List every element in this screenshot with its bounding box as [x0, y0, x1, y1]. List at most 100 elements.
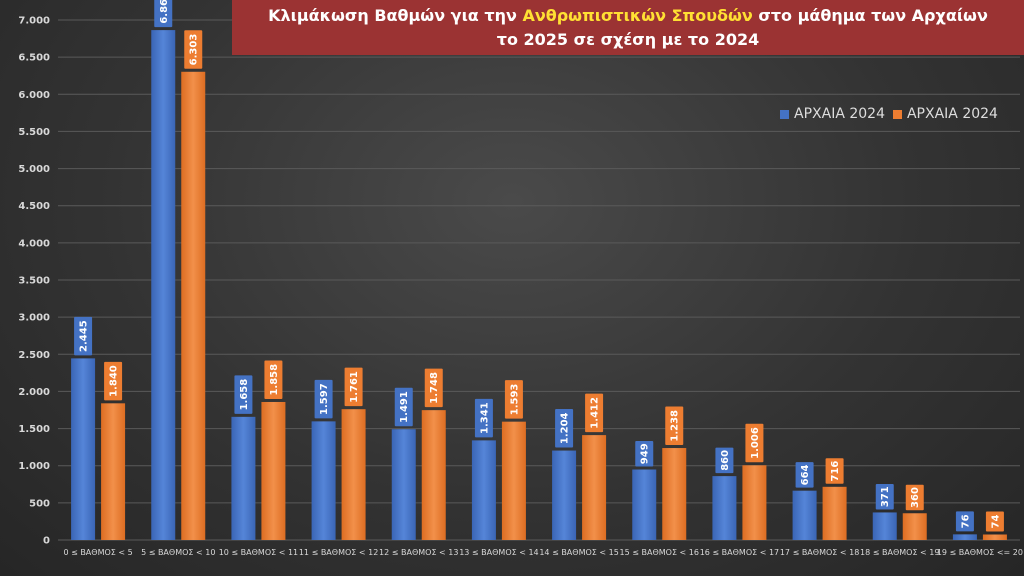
- data-label-2025: 360: [910, 487, 921, 508]
- data-label-2024: 6.864: [159, 0, 170, 24]
- chart-legend: ΑΡΧΑΙΑ 2024 ΑΡΧΑΙΑ 2024: [780, 106, 998, 122]
- legend-item-2024: ΑΡΧΑΙΑ 2024: [780, 106, 885, 122]
- data-label-2024: 1.341: [479, 402, 490, 434]
- data-label-box-2024: [955, 511, 974, 532]
- bar-2024: [792, 490, 817, 540]
- y-tick-label: 5.500: [18, 127, 50, 138]
- x-tick-label: 5 ≤ ΒΑΘΜΟΣ < 10: [141, 548, 215, 557]
- data-label-2025: 716: [830, 461, 841, 482]
- data-label-2024: 2.445: [79, 320, 90, 352]
- data-label-box-2025: [905, 484, 924, 511]
- data-label-box-2025: [184, 30, 203, 69]
- legend-item-2025: ΑΡΧΑΙΑ 2024: [892, 106, 998, 122]
- y-tick-label: 2.000: [18, 387, 50, 398]
- data-label-2024: 1.658: [239, 379, 250, 411]
- data-label-box-2025: [264, 360, 283, 399]
- x-tick-label: 12 ≤ ΒΑΘΜΟΣ < 13: [379, 548, 458, 557]
- data-label-box-2025: [424, 368, 443, 408]
- bar-2025: [261, 401, 286, 540]
- x-tick-label: 19 ≤ ΒΑΘΜΟΣ <= 20: [937, 548, 1023, 557]
- bar-2024: [552, 450, 577, 540]
- data-label-2025: 1.412: [590, 397, 601, 429]
- y-tick-label: 1.000: [18, 461, 50, 472]
- y-tick-label: 3.500: [18, 276, 50, 287]
- bar-2025: [421, 410, 446, 540]
- data-label-box-2025: [504, 380, 523, 419]
- bar-2024: [952, 534, 977, 540]
- data-label-box-2025: [825, 458, 844, 484]
- data-label-box-2025: [665, 406, 684, 446]
- bar-2024: [872, 512, 897, 540]
- data-label-box-2024: [474, 398, 493, 438]
- x-tick-label: 14 ≤ ΒΑΘΜΟΣ < 15: [539, 548, 618, 557]
- data-label-2025: 6.303: [189, 34, 200, 66]
- y-tick-label: 0: [43, 536, 50, 547]
- data-label-2025: 1.761: [349, 371, 360, 403]
- chart-title-highlight: Ανθρωπιστικών Σπουδών: [522, 5, 753, 25]
- data-label-2024: 664: [800, 464, 811, 485]
- chart-title-line-1: Κλιμάκωση Βαθμών για την Ανθρωπιστικών Σ…: [268, 4, 988, 28]
- x-tick-label: 11 ≤ ΒΑΘΜΟΣ < 12: [299, 548, 378, 557]
- x-tick-label: 18 ≤ ΒΑΘΜΟΣ < 19: [860, 548, 939, 557]
- chart-title-suffix: στο μάθημα των Αρχαίων: [752, 5, 988, 25]
- data-label-2024: 76: [960, 514, 971, 528]
- bar-2025: [341, 409, 366, 540]
- data-label-2025: 74: [990, 515, 1001, 529]
- data-label-box-2025: [985, 511, 1004, 532]
- bar-2024: [151, 30, 176, 541]
- data-label-box-2024: [635, 441, 654, 467]
- y-tick-label: 2.500: [18, 350, 50, 361]
- data-label-2025: 1.006: [750, 427, 761, 459]
- bar-2024: [311, 421, 336, 540]
- x-tick-label: 17 ≤ ΒΑΘΜΟΣ < 18: [780, 548, 859, 557]
- bar-2025: [582, 435, 607, 540]
- data-label-2025: 1.593: [509, 384, 520, 416]
- data-label-2024: 949: [640, 443, 651, 464]
- bar-2024: [632, 469, 657, 540]
- data-label-2024: 1.491: [399, 391, 410, 423]
- y-tick-label: 5.000: [18, 164, 50, 175]
- x-tick-label: 15 ≤ ΒΑΘΜΟΣ < 16: [620, 548, 699, 557]
- y-tick-label: 4.500: [18, 201, 50, 212]
- legend-label-2024: ΑΡΧΑΙΑ 2024: [794, 106, 885, 122]
- data-label-box-2024: [394, 387, 413, 427]
- y-tick-label: 4.000: [18, 238, 50, 249]
- data-label-2024: 371: [880, 486, 891, 507]
- data-label-box-2025: [104, 361, 123, 401]
- y-tick-label: 6.500: [18, 53, 50, 64]
- data-label-2025: 1.238: [670, 410, 681, 442]
- data-label-box-2024: [795, 462, 814, 488]
- bar-2024: [71, 358, 96, 540]
- chart-title: Κλιμάκωση Βαθμών για την Ανθρωπιστικών Σ…: [232, 0, 1024, 55]
- bar-2024: [391, 429, 416, 540]
- y-tick-label: 1.500: [18, 424, 50, 435]
- bar-2025: [101, 403, 126, 540]
- data-label-box-2024: [74, 316, 93, 356]
- data-label-2025: 1.748: [429, 372, 440, 404]
- bar-2025: [662, 448, 687, 540]
- data-label-box-2024: [555, 409, 574, 448]
- x-tick-label: 13 ≤ ΒΑΘΜΟΣ < 14: [459, 548, 538, 557]
- legend-label-2025: ΑΡΧΑΙΑ 2024: [906, 106, 998, 122]
- bar-2025: [742, 465, 767, 540]
- x-tick-label: 0 ≤ ΒΑΘΜΟΣ < 5: [63, 548, 132, 557]
- x-tick-label: 10 ≤ ΒΑΘΜΟΣ < 11: [219, 548, 298, 557]
- bar-2024: [471, 440, 496, 540]
- bar-2025: [181, 71, 206, 540]
- y-tick-label: 6.000: [18, 90, 50, 101]
- bar-2025: [501, 421, 526, 540]
- legend-swatch-2025: [892, 109, 902, 119]
- data-label-box-2024: [154, 0, 173, 28]
- data-label-box-2025: [344, 367, 363, 407]
- data-label-box-2024: [875, 483, 894, 510]
- y-tick-label: 500: [29, 498, 50, 509]
- chart-title-prefix: Κλιμάκωση Βαθμών για την: [268, 5, 523, 25]
- bar-2024: [231, 416, 256, 540]
- bar-2024: [712, 476, 737, 540]
- bar-2025: [982, 534, 1007, 540]
- data-label-2025: 1.840: [109, 365, 120, 397]
- data-label-box-2025: [585, 393, 604, 433]
- data-label-box-2025: [745, 423, 764, 463]
- data-label-2024: 1.204: [560, 412, 571, 444]
